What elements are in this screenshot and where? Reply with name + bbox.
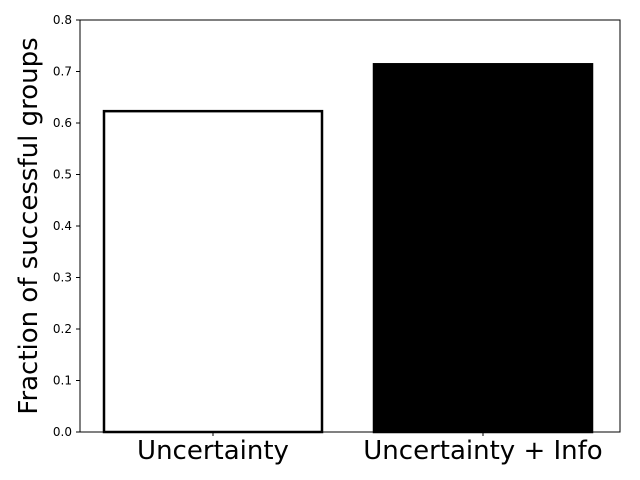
y-tick-label: 0.2 (53, 322, 72, 336)
y-tick-label: 0.5 (53, 168, 72, 182)
bars-group (102, 63, 594, 434)
y-tick-label: 0.8 (53, 13, 72, 27)
y-tick-label: 0.6 (53, 116, 72, 130)
y-axis-ticks: 0.0 0.1 0.2 0.3 0.4 0.5 0.6 0.7 0.8 (53, 13, 80, 439)
bar-0 (102, 109, 324, 434)
y-tick-label: 0.0 (53, 425, 72, 439)
y-tick-label: 0.3 (53, 271, 72, 285)
y-tick-label: 0.7 (53, 65, 72, 79)
x-category-label: Uncertainty (137, 436, 289, 466)
y-axis-title: Fraction of successful groups (14, 37, 44, 414)
x-axis-labels: Uncertainty Uncertainty + Info (137, 432, 603, 466)
y-tick-label: 0.4 (53, 219, 72, 233)
x-category-label: Uncertainty + Info (363, 436, 602, 466)
y-tick-label: 0.1 (53, 374, 72, 388)
bar-1 (372, 63, 594, 434)
